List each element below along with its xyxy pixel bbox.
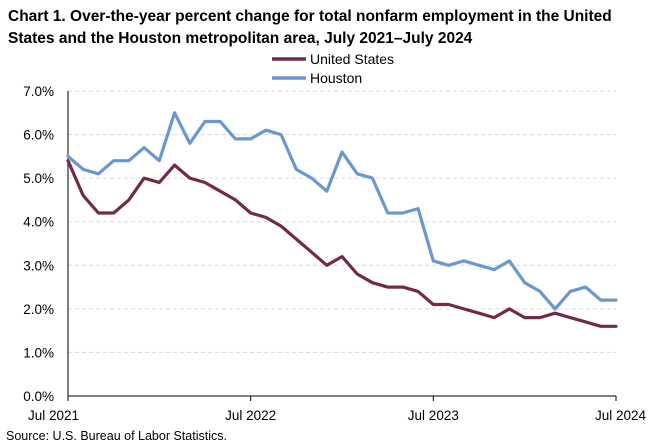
x-tick-label: Jul 2023 (408, 408, 459, 423)
x-tick-label: Jul 2021 (28, 408, 79, 423)
y-tick-label: 6.0% (23, 128, 54, 143)
x-tick-label: Jul 2022 (225, 408, 276, 423)
legend-label: Houston (310, 70, 362, 86)
y-tick-label: 2.0% (23, 302, 54, 317)
gridlines (68, 90, 616, 353)
y-tick-label: 1.0% (23, 345, 54, 360)
series-lines (66, 111, 618, 328)
chart-title: Chart 1. Over-the-year percent change fo… (8, 8, 612, 47)
y-tick-label: 0.0% (23, 389, 54, 404)
y-tick-label: 5.0% (23, 171, 54, 186)
series-line-houston (66, 111, 618, 311)
y-tick-label: 4.0% (23, 215, 54, 230)
series-line-united-states (66, 159, 618, 328)
axes (67, 91, 616, 397)
y-tick-label: 7.0% (23, 84, 54, 99)
x-axis-ticks: Jul 2021 Jul 2022 Jul 2023 Jul 2024 (28, 396, 646, 423)
legend-label: United States (310, 51, 394, 67)
legend: United States Houston (272, 51, 394, 86)
source-note: Source: U.S. Bureau of Labor Statistics. (6, 429, 227, 443)
y-axis-ticks: 0.0% 1.0% 2.0% 3.0% 4.0% 5.0% 6.0% 7.0% (23, 84, 54, 404)
y-tick-label: 3.0% (23, 258, 54, 273)
x-tick-label: Jul 2024 (595, 408, 647, 423)
